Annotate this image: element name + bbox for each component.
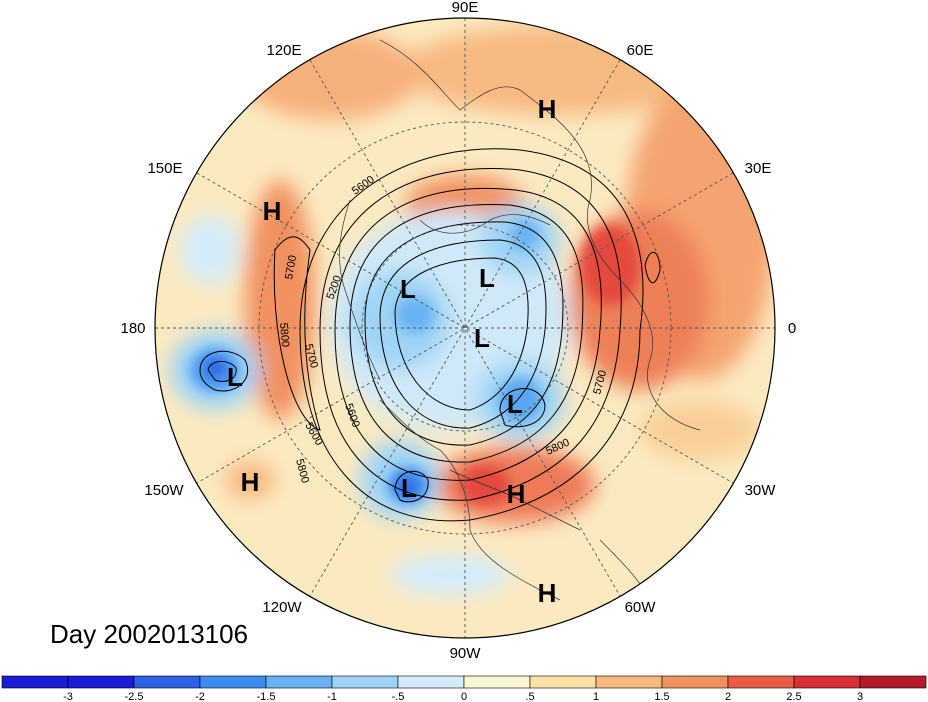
low-marker: L [401, 473, 417, 503]
colorbar-swatch [661, 675, 729, 689]
colorbar-tick-label: -.5 [392, 691, 405, 702]
high-marker: H [538, 94, 557, 124]
colorbar-swatch [859, 675, 927, 689]
colorbar-swatch [133, 675, 201, 689]
colorbar-swatch [199, 675, 267, 689]
pressure-centers: H H L L L L L H H L H [227, 94, 556, 608]
colorbar-swatch [265, 675, 333, 689]
colorbar-tick-label: .5 [525, 691, 534, 702]
lon-label-180: 180 [120, 320, 145, 337]
colorbar-swatch [529, 675, 597, 689]
colorbar-swatch [67, 675, 135, 689]
colorbar-tick-label: 3 [857, 691, 863, 702]
colorbar-tick-label: -3 [63, 691, 73, 702]
colorbar-tick-label: -2.5 [125, 691, 144, 702]
high-marker: H [241, 467, 260, 497]
low-marker: L [400, 274, 416, 304]
high-marker: H [263, 196, 282, 226]
colorbar-tick-label: -1 [327, 691, 337, 702]
lon-label-60w: 60W [625, 599, 657, 616]
colorbar-swatch [793, 675, 861, 689]
lon-label-90w: 90W [450, 645, 482, 662]
colorbar-tick-label: 1.5 [654, 691, 669, 702]
low-marker: L [507, 389, 523, 419]
low-marker: L [227, 362, 243, 392]
longitude-labels: 90E 60E 30E 0 30W 60W 90W 120W 150W 180 … [120, 0, 796, 662]
colorbar-swatch [331, 675, 399, 689]
contour-label: 5700 [283, 254, 299, 280]
colorbar-tick-label: 0 [461, 691, 467, 702]
lon-label-30w: 30W [745, 482, 777, 499]
colorbar-tick-label: 2 [725, 691, 731, 702]
colorbar-swatch [1, 675, 69, 689]
colorbar-tick-label: 1 [593, 691, 599, 702]
map-boundary [154, 17, 776, 639]
lon-label-150e: 150E [147, 160, 182, 177]
lon-label-150w: 150W [144, 482, 184, 499]
high-marker: H [538, 578, 557, 608]
lon-label-90e: 90E [452, 0, 479, 16]
high-marker: H [507, 479, 526, 509]
colorbar-tick-label: -1.5 [257, 691, 276, 702]
map-title: Day 2002013106 [50, 619, 249, 649]
colorbar-tick-label: -2 [195, 691, 205, 702]
colorbar-swatch [397, 675, 465, 689]
lon-label-60e: 60E [627, 42, 654, 59]
colorbar-swatch [727, 675, 795, 689]
colorbar-swatch [463, 675, 531, 689]
height-contours [199, 148, 661, 522]
graticule [155, 18, 775, 638]
colorbar-swatch [595, 675, 663, 689]
low-marker: L [479, 263, 495, 293]
low-marker: L [474, 323, 490, 353]
colorbar: -3 -2.5 -2 -1.5 -1 -.5 0 .5 1 1.5 2 2.5 3 [1, 675, 927, 702]
lon-label-120w: 120W [262, 599, 302, 616]
lon-label-120e: 120E [266, 42, 301, 59]
lon-label-30e: 30E [745, 160, 772, 177]
anomaly-field [155, 18, 775, 638]
colorbar-tick-label: 2.5 [786, 691, 801, 702]
coastlines [339, 39, 701, 601]
lon-label-0: 0 [788, 320, 796, 337]
contour-label: 5800 [277, 322, 291, 347]
